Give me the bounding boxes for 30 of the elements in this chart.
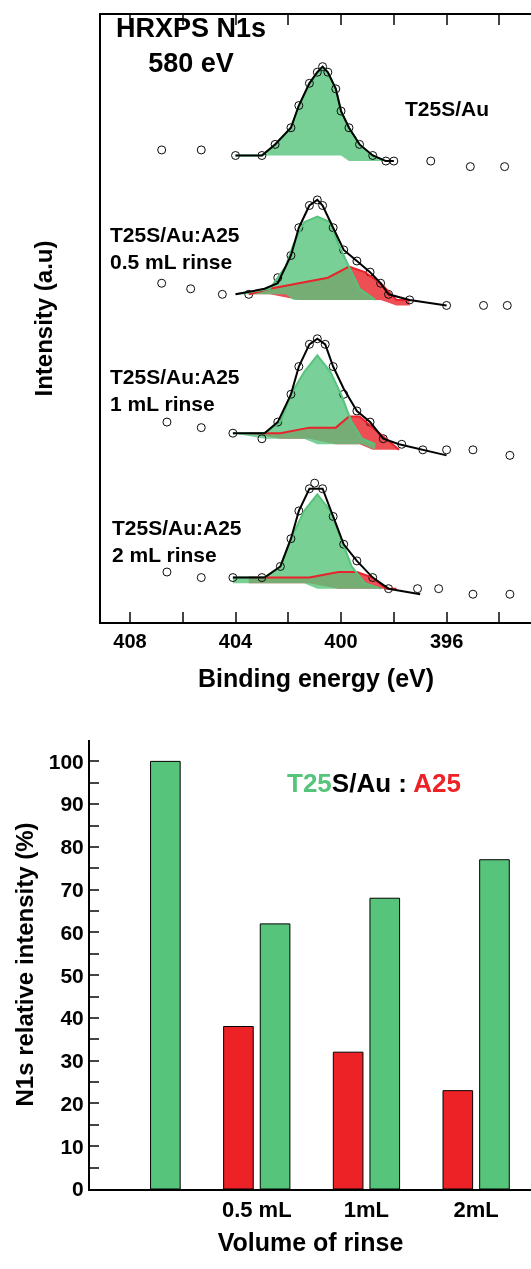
x-tick-label: 400 [324, 630, 358, 652]
y-tick-label: 20 [60, 1091, 84, 1115]
x-axis-title: Binding energy (eV) [197, 663, 435, 692]
text: T25 [287, 768, 332, 798]
y-tick-label: 80 [60, 835, 84, 859]
y-tick-label: 30 [60, 1049, 84, 1073]
annotation: T25S/Au [405, 97, 490, 120]
annotation: HRXPS N1s 580 eV [116, 13, 267, 79]
x-tick-label: 396 [429, 630, 464, 652]
x-tick-label: 1mL [343, 1197, 390, 1223]
y-tick-label: 40 [60, 1006, 84, 1030]
x-tick-label: 408 [113, 630, 147, 652]
text: A25 [413, 768, 461, 798]
y-tick-label: 50 [60, 963, 84, 987]
annotation: T25S/Au:A25 2 mL rinse [112, 516, 242, 567]
x-tick-label: 404 [218, 630, 254, 652]
y-tick-label: 60 [60, 920, 84, 944]
annotation: S/Au : [331, 768, 407, 798]
y-tick-label: 10 [60, 1134, 84, 1158]
x-tick-label: 0.5 mL [221, 1197, 292, 1223]
y-tick-label: 70 [60, 878, 84, 902]
y-tick-label: 90 [60, 792, 84, 816]
y-tick-label: 0 [72, 1177, 84, 1201]
annotation: T25S/Au:A25 0.5 mL rinse [110, 223, 240, 274]
y-axis-title: Intensity (a.u) [29, 240, 57, 397]
x-tick-label: 2mL [453, 1197, 499, 1223]
annotation: T25S/Au:A25 1 mL rinse [110, 365, 240, 416]
y-axis-title: N1s relative intensity (%) [11, 822, 39, 1107]
y-tick-label: 100 [48, 749, 84, 773]
x-axis-title: Volume of rinse [217, 1227, 404, 1256]
